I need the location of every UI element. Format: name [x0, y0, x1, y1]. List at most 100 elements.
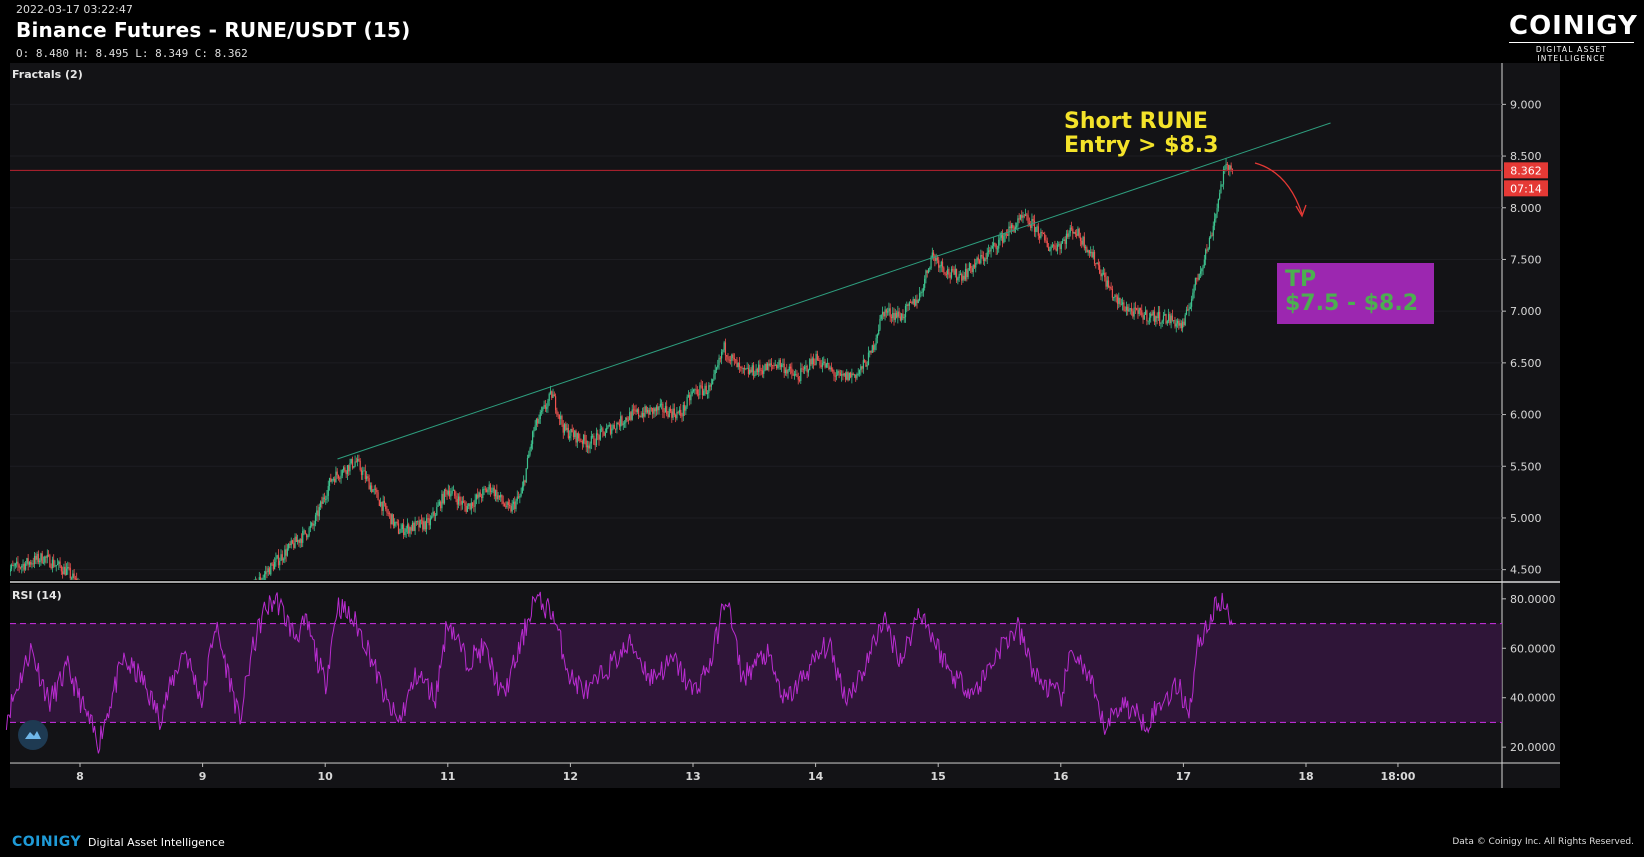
- candle: [830, 362, 833, 372]
- candle: [1182, 318, 1184, 333]
- candle: [747, 363, 750, 378]
- candle: [888, 302, 890, 316]
- candle: [847, 371, 849, 382]
- candle: [824, 358, 826, 369]
- candle: [1077, 226, 1079, 237]
- candle: [754, 370, 756, 378]
- candle: [517, 491, 520, 499]
- candle: [1128, 303, 1130, 313]
- candle: [417, 520, 419, 525]
- candle: [843, 372, 845, 377]
- candle: [1042, 232, 1045, 235]
- candle: [1119, 297, 1121, 307]
- candle: [486, 487, 488, 493]
- candle: [1060, 241, 1062, 254]
- candle: [1210, 231, 1212, 239]
- candle: [804, 364, 806, 374]
- candle: [1148, 312, 1151, 325]
- candle: [542, 406, 544, 414]
- candle: [374, 484, 377, 495]
- candle: [1153, 306, 1156, 325]
- candle: [1161, 319, 1163, 328]
- candle: [643, 407, 645, 423]
- candle: [272, 559, 274, 572]
- candle: [351, 456, 354, 470]
- candle: [802, 366, 804, 374]
- candle: [560, 411, 562, 425]
- candle: [372, 488, 374, 493]
- candle: [1188, 303, 1190, 317]
- candle: [354, 455, 356, 468]
- tp-label: TP: [1285, 267, 1316, 292]
- candle: [821, 357, 824, 373]
- candle: [1208, 236, 1211, 250]
- candle: [1026, 212, 1028, 221]
- candle: [339, 476, 341, 483]
- candle: [534, 420, 536, 432]
- candle: [35, 552, 37, 565]
- candle: [321, 496, 323, 509]
- candle: [1137, 305, 1139, 319]
- candle: [818, 355, 820, 361]
- candle: [1171, 309, 1174, 322]
- candle: [386, 505, 388, 517]
- candle: [572, 427, 575, 441]
- candle: [258, 571, 260, 580]
- candle: [724, 338, 727, 361]
- candle: [954, 264, 956, 278]
- candle: [1072, 226, 1074, 240]
- candle: [653, 406, 655, 419]
- candle: [1134, 301, 1136, 314]
- candle: [766, 362, 769, 371]
- candle: [62, 566, 64, 579]
- candle: [50, 563, 52, 570]
- candle: [59, 557, 61, 569]
- candle: [270, 562, 272, 576]
- candle: [378, 499, 380, 507]
- candle: [443, 488, 446, 505]
- tradingview-icon[interactable]: [18, 720, 48, 750]
- candle: [639, 415, 641, 418]
- candle: [410, 524, 412, 535]
- candle: [1187, 304, 1189, 312]
- candle: [1054, 240, 1056, 250]
- candle: [901, 313, 903, 323]
- candle: [599, 424, 601, 441]
- candle: [952, 265, 954, 273]
- candle: [603, 431, 605, 437]
- candle: [1073, 231, 1075, 234]
- candle: [795, 369, 797, 377]
- candle: [1219, 189, 1221, 201]
- candle: [797, 372, 799, 385]
- candle: [73, 568, 75, 580]
- candle: [1074, 229, 1076, 238]
- candle: [1216, 203, 1218, 218]
- candle: [539, 409, 541, 424]
- candle: [317, 504, 319, 522]
- candle: [602, 426, 604, 438]
- coinigy-logo: COINIGY DIGITAL ASSET INTELLIGENCE: [1509, 12, 1637, 63]
- candle: [395, 521, 397, 528]
- candle: [345, 469, 347, 479]
- candle: [645, 405, 647, 414]
- candle: [1113, 296, 1115, 301]
- candle: [708, 382, 710, 399]
- candle: [663, 407, 665, 419]
- candle: [648, 407, 650, 419]
- fractals-label: Fractals (2): [12, 68, 83, 81]
- candle: [326, 490, 328, 504]
- candle: [551, 390, 553, 401]
- candle: [1022, 211, 1024, 224]
- candle: [729, 355, 732, 365]
- candle: [1207, 247, 1209, 253]
- candle: [1024, 208, 1027, 217]
- candle: [547, 398, 549, 413]
- candle: [759, 359, 761, 376]
- candle: [618, 419, 621, 430]
- candle: [630, 411, 632, 422]
- candle: [16, 557, 18, 568]
- candle: [1050, 244, 1052, 256]
- candle: [1176, 318, 1179, 328]
- candle: [941, 258, 944, 273]
- rsi-band: [10, 623, 1502, 723]
